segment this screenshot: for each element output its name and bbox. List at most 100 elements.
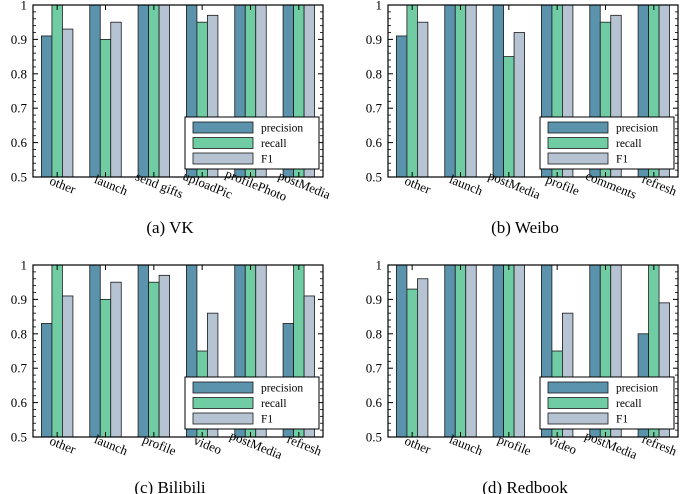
bar-precision-launch	[444, 264, 456, 438]
y-tick-label: 1	[376, 258, 383, 273]
legend: precision recall F1	[539, 376, 675, 430]
legend-swatch-precision	[547, 381, 609, 394]
y-tick-label: 0.6	[366, 395, 383, 410]
bar-precision-profile	[137, 264, 149, 438]
bar-precision-send-gifts	[137, 4, 149, 178]
y-tick-label: 0.8	[366, 66, 382, 81]
legend-label-recall: recall	[261, 398, 287, 410]
legend-label-precision: precision	[616, 123, 658, 135]
bar-recall-other	[406, 288, 418, 438]
y-tick-label: 0.6	[11, 135, 28, 150]
bar-recall-other	[51, 4, 63, 178]
bar-precision-other	[41, 35, 53, 178]
chart-caption: (a) VK	[146, 218, 194, 237]
y-tick-label: 1	[21, 258, 28, 273]
y-tick-label: 0.7	[11, 101, 28, 116]
y-tick-label: 0.5	[366, 430, 382, 445]
bar-recall-launch	[454, 4, 467, 178]
bar-precision-other	[41, 323, 53, 438]
legend: precision recall F1	[539, 116, 675, 170]
bar-f1-launch	[110, 281, 122, 438]
legend-label-precision: precision	[616, 383, 658, 395]
y-tick-label: 0.7	[366, 101, 383, 116]
chart-caption: (b) Weibo	[491, 218, 559, 237]
legend-swatch-recall	[192, 137, 254, 149]
bar-f1-profile	[158, 274, 170, 438]
bar-precision-profile	[492, 264, 504, 438]
bar-f1-other	[62, 28, 74, 178]
bar-precision-launch	[89, 264, 101, 438]
bar-precision-launch	[444, 4, 456, 178]
legend-swatch-f1	[547, 152, 609, 165]
y-tick-label: 0.6	[366, 135, 383, 150]
legend-swatch-precision	[192, 381, 254, 394]
legend-label-f1: F1	[616, 154, 628, 166]
bar-precision-other	[396, 35, 408, 178]
bar-f1-send-gifts	[158, 4, 170, 178]
y-tick-label: 0.9	[366, 292, 382, 307]
x-category-label: video	[547, 432, 579, 457]
legend-label-recall: recall	[616, 398, 642, 410]
legend-label-recall: recall	[616, 138, 642, 150]
y-tick-label: 0.8	[366, 326, 382, 341]
y-tick-label: 0.7	[11, 361, 28, 376]
legend-label-precision: precision	[261, 383, 303, 395]
y-tick-label: 1	[376, 0, 383, 13]
chart-caption: (d) Redbook	[482, 478, 568, 494]
y-tick-label: 0.5	[11, 170, 27, 185]
bar-recall-postmedia	[503, 56, 515, 178]
bar-f1-other	[417, 278, 429, 438]
y-tick-label: 0.9	[11, 32, 27, 47]
bar-recall-launch	[454, 264, 467, 438]
bar-recall-send-gifts	[148, 4, 160, 178]
legend-swatch-recall	[547, 137, 609, 149]
legend-swatch-recall	[547, 397, 609, 409]
bar-f1-postmedia	[513, 32, 525, 178]
legend-label-f1: F1	[261, 154, 273, 166]
legend: precision recall F1	[184, 376, 320, 430]
bar-recall-launch	[99, 298, 112, 438]
legend-swatch-recall	[192, 397, 254, 409]
y-tick-label: 0.7	[366, 361, 383, 376]
legend: precision recall F1	[184, 116, 320, 170]
bar-f1-launch	[110, 21, 122, 178]
x-category-label: video	[192, 432, 224, 457]
legend-swatch-precision	[547, 121, 609, 134]
bar-precision-launch	[89, 4, 101, 178]
y-tick-label: 0.5	[366, 170, 382, 185]
bar-recall-other	[51, 264, 63, 438]
y-tick-label: 0.9	[366, 32, 382, 47]
plot-frame	[387, 264, 679, 438]
y-tick-label: 0.8	[11, 66, 27, 81]
legend-label-f1: F1	[616, 414, 628, 426]
legend-label-f1: F1	[261, 414, 273, 426]
bar-precision-postmedia	[492, 4, 504, 178]
bar-f1-launch	[465, 4, 477, 178]
chart-caption: (c) Bilibili	[134, 478, 206, 494]
plot-frame	[32, 4, 324, 178]
y-tick-label: 0.9	[11, 292, 27, 307]
plot-frame	[387, 4, 679, 178]
y-tick-label: 0.5	[11, 430, 27, 445]
legend-label-recall: recall	[261, 138, 287, 150]
legend-swatch-f1	[192, 412, 254, 425]
legend-swatch-f1	[547, 412, 609, 425]
legend-label-precision: precision	[261, 123, 303, 135]
bar-f1-profile	[513, 264, 525, 438]
bar-precision-other	[396, 264, 408, 438]
legend-swatch-precision	[192, 121, 254, 134]
bar-f1-other	[62, 295, 74, 438]
bar-f1-launch	[465, 264, 477, 438]
y-tick-label: 0.6	[11, 395, 28, 410]
bar-recall-profile	[503, 264, 515, 438]
legend-swatch-f1	[192, 152, 254, 165]
bar-recall-profile	[148, 281, 160, 438]
bar-recall-launch	[99, 39, 112, 178]
y-tick-label: 1	[21, 0, 28, 13]
plot-frame	[32, 264, 324, 438]
bar-recall-other	[406, 4, 418, 178]
bar-f1-other	[417, 21, 429, 178]
